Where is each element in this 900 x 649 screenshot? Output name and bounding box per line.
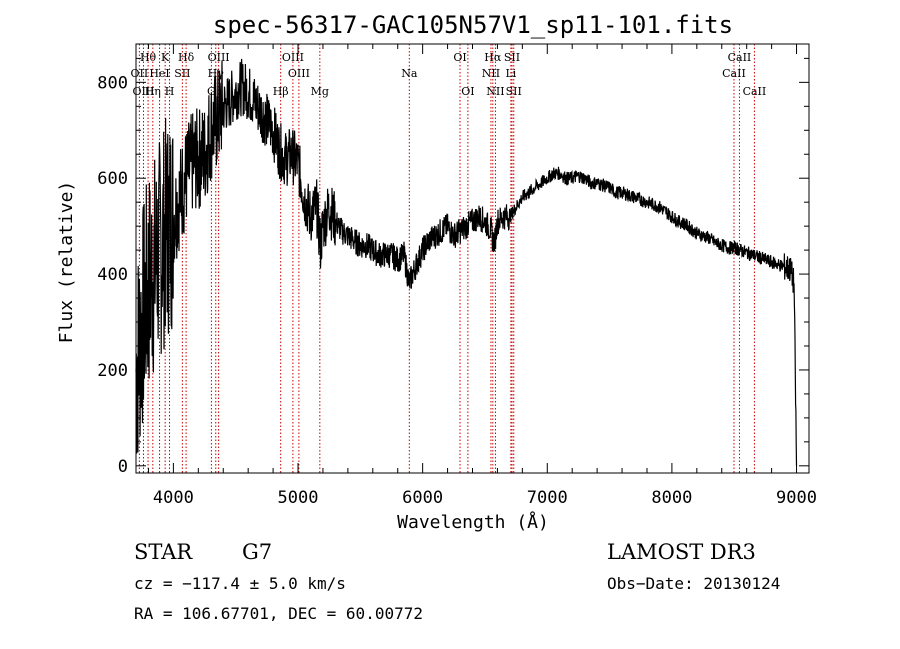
x-tick-label: 5000 <box>278 488 319 508</box>
flux-series-line <box>135 58 798 466</box>
line-label: Na <box>401 67 418 80</box>
x-tick-label: 7000 <box>527 488 568 508</box>
chart-title: spec-56317-GAC105N57V1_sp11-101.fits <box>213 11 733 39</box>
line-label: NII <box>486 85 504 98</box>
line-label: CaII <box>728 51 752 64</box>
survey-name: LAMOST DR3 <box>607 540 756 564</box>
line-label: Li <box>505 67 516 80</box>
object-subclass: G7 <box>242 540 273 564</box>
line-label: G <box>207 85 216 98</box>
line-label: NII <box>482 67 500 80</box>
line-label: Hθ <box>140 51 157 64</box>
x-axis-label: Wavelength (Å) <box>397 511 549 533</box>
line-label: CaII <box>722 67 746 80</box>
line-label: SII <box>504 51 520 64</box>
line-label: Mg <box>311 85 329 98</box>
x-axis-ticks: 4000 5000 6000 7000 8000 9000 <box>147 44 817 508</box>
sky-coordinates: RA = 106.67701, DEC = 60.00772 <box>134 604 423 623</box>
line-label: SII <box>506 85 522 98</box>
line-label: OIII <box>288 67 310 80</box>
object-class: STAR <box>134 540 193 564</box>
line-label: H <box>165 85 175 98</box>
line-label: CaII <box>743 85 767 98</box>
line-label: OIII <box>282 51 304 64</box>
y-tick-label: 600 <box>97 169 128 189</box>
line-label: OI <box>461 85 474 98</box>
y-tick-label: 400 <box>97 265 128 285</box>
x-tick-label: 8000 <box>651 488 692 508</box>
spectral-line-markers <box>138 44 755 473</box>
line-label: Hδ <box>178 51 195 64</box>
line-label: OII <box>131 67 149 80</box>
x-tick-label: 6000 <box>402 488 443 508</box>
y-axis-label: Flux (relative) <box>56 181 77 344</box>
line-label: Hβ <box>273 85 289 98</box>
line-label: HeI <box>149 67 169 80</box>
y-tick-label: 0 <box>118 457 128 477</box>
redshift-cz: cz = −117.4 ± 5.0 km/s <box>134 574 346 593</box>
observation-date: Obs−Date: 20130124 <box>607 574 781 593</box>
y-tick-label: 200 <box>97 361 128 381</box>
line-label: Hα <box>484 51 502 64</box>
x-tick-label: 4000 <box>153 488 194 508</box>
line-label: OIII <box>208 51 230 64</box>
y-tick-label: 800 <box>97 73 128 93</box>
x-tick-label: 9000 <box>776 488 817 508</box>
line-label: OIII <box>132 85 154 98</box>
line-label: Hη <box>145 85 161 98</box>
line-label: SII <box>174 67 190 80</box>
line-label: OI <box>453 51 466 64</box>
line-label: K <box>161 51 170 64</box>
y-axis-ticks: 0 200 400 600 800 <box>97 57 809 477</box>
